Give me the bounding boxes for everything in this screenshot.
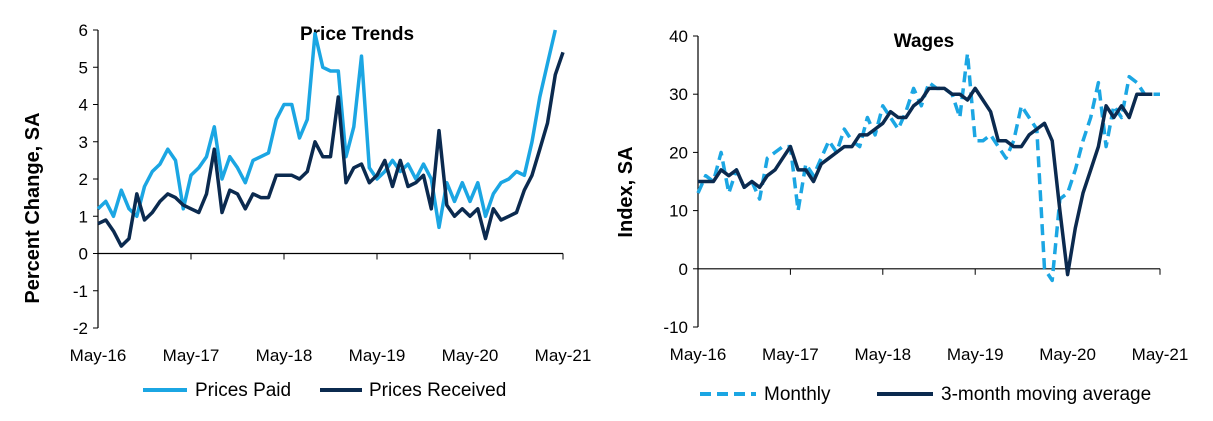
- chart-title: Wages: [894, 31, 955, 52]
- chart-2: -10 0 10 20 30 40 May-16 May-17 May-18 May-19 May-…: [615, 27, 1188, 405]
- series-line-prices-paid: [96, 29, 558, 230]
- x-tick-label: May-16: [70, 346, 127, 365]
- y-tick-label: 1: [79, 207, 88, 226]
- x-tick-label: May-20: [1039, 345, 1096, 364]
- legend: Prices Paid Prices Received: [143, 380, 506, 401]
- x-tick-label: May-17: [762, 345, 819, 364]
- legend: Monthly 3-month moving average: [700, 384, 1151, 405]
- legend-label: Monthly: [764, 384, 831, 405]
- y-tick-label: -10: [663, 318, 688, 337]
- x-tick-label: May-21: [535, 346, 592, 365]
- y-tick-label: 4: [79, 96, 88, 115]
- y-tick-label: 3: [79, 133, 88, 152]
- y-tick-label: 0: [679, 260, 688, 279]
- y-tick-label: 2: [79, 170, 88, 189]
- x-tick-label: May-21: [1132, 345, 1189, 364]
- x-tick-label: May-18: [256, 346, 313, 365]
- x-tick-label: May-19: [947, 345, 1004, 364]
- legend-label: Prices Paid: [195, 380, 291, 401]
- y-axis-label: Index, SA: [615, 146, 637, 237]
- y-tick-label: 5: [79, 58, 88, 77]
- x-tick-label: May-16: [670, 345, 727, 364]
- y-tick-label: 6: [79, 21, 88, 40]
- y-tick-label: 0: [79, 245, 88, 264]
- legend-label: 3-month moving average: [941, 384, 1151, 405]
- y-tick-label: -1: [73, 282, 88, 301]
- y-tick-label: 30: [669, 85, 688, 104]
- series-line-monthly: [696, 51, 1160, 283]
- series-line-prices-received: [97, 51, 565, 248]
- y-tick-label: 40: [669, 27, 688, 46]
- x-tick-label: May-19: [349, 346, 406, 365]
- x-tick-label: May-17: [163, 346, 220, 365]
- series-line-3-month-moving-average: [698, 86, 1153, 277]
- legend-label: Prices Received: [369, 380, 506, 401]
- y-tick-label: -2: [73, 319, 88, 338]
- x-tick-label: May-20: [442, 346, 499, 365]
- chart-title: Price Trends: [300, 24, 414, 45]
- x-tick-label: May-18: [854, 345, 911, 364]
- y-axis-label: Percent Change, SA: [22, 112, 44, 303]
- y-tick-label: 20: [669, 143, 688, 162]
- chart-1: -2 -1 0 1 2 3 4 5 6 May-16 May-17 May-18 May-19 May-2…: [22, 21, 591, 401]
- y-tick-label: 10: [669, 202, 688, 221]
